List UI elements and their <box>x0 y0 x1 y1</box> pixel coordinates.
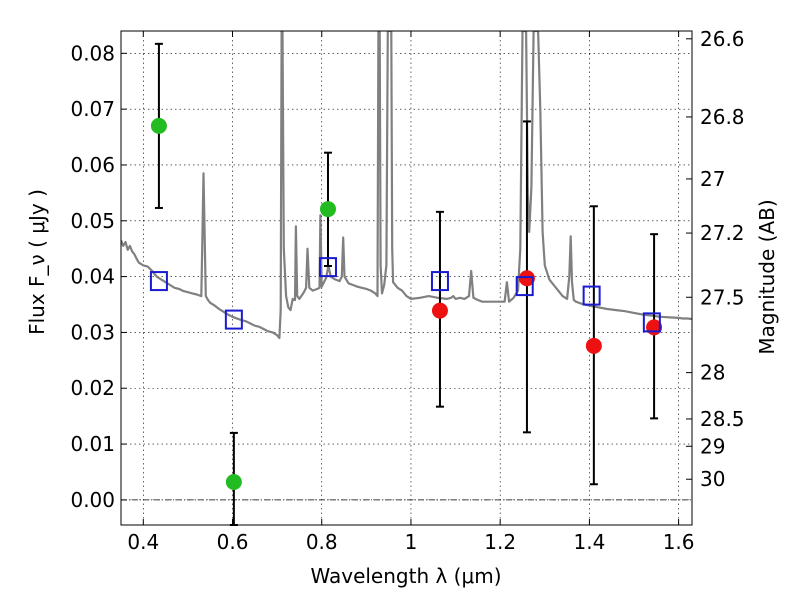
photometry-point <box>586 338 602 354</box>
x-tick-label: 0.4 <box>127 530 159 554</box>
photometry-point <box>226 474 242 490</box>
grid-lines <box>121 31 692 525</box>
y-tick-label: 0.06 <box>70 153 115 177</box>
markers <box>151 118 662 490</box>
x-tick-label: 1.4 <box>573 530 605 554</box>
y-tick-label: 0.07 <box>70 97 115 121</box>
y-tick-label: 0.04 <box>70 265 115 289</box>
right-axis-label: Magnitude (AB) <box>755 199 779 354</box>
y-tick-label: 0.02 <box>70 376 115 400</box>
x-tick-label: 0.6 <box>217 530 249 554</box>
plot-frame <box>121 31 692 525</box>
model-square-marker <box>584 287 600 305</box>
y-axis-label: Flux F_ν ( μJy ) <box>25 189 49 335</box>
photometry-point <box>432 303 448 319</box>
right-tick-label: 26.8 <box>700 105 745 129</box>
spectrum-layer <box>121 31 692 338</box>
y-tick-label: 0.08 <box>70 41 115 65</box>
right-tick-label: 28.5 <box>700 407 745 431</box>
spectrum-line <box>121 31 692 338</box>
x-tick-label: 1.2 <box>484 530 516 554</box>
x-tick-label: 0.8 <box>306 530 338 554</box>
x-axis-label: Wavelength λ (μm) <box>310 564 501 588</box>
right-tick-label: 27 <box>700 167 725 191</box>
x-tick-label: 1.6 <box>663 530 695 554</box>
right-tick-label: 28 <box>700 361 725 385</box>
right-tick-label: 27.5 <box>700 285 745 309</box>
y-tick-label: 0.05 <box>70 209 115 233</box>
error-bars <box>155 44 658 525</box>
x-tick-label: 1 <box>405 530 418 554</box>
photometry-point <box>151 118 167 134</box>
y-tick-label: 0.03 <box>70 320 115 344</box>
right-tick-label: 26.6 <box>700 27 745 51</box>
y-tick-label: 0.01 <box>70 432 115 456</box>
chart: 0.4 0.6 0.8 1 1.2 1.4 1.6 0.00 0.01 0.02 0.03 0.04 0… <box>0 0 800 600</box>
right-tick-label: 27.2 <box>700 221 745 245</box>
right-tick-label: 30 <box>700 467 725 491</box>
right-tick-label: 29 <box>700 434 725 458</box>
y-tick-label: 0.00 <box>70 488 115 512</box>
photometry-point <box>320 201 336 217</box>
tick-labels: 0.4 0.6 0.8 1 1.2 1.4 1.6 0.00 0.01 0.02 0.03 0.04 0… <box>70 27 744 554</box>
ticks <box>121 31 692 525</box>
